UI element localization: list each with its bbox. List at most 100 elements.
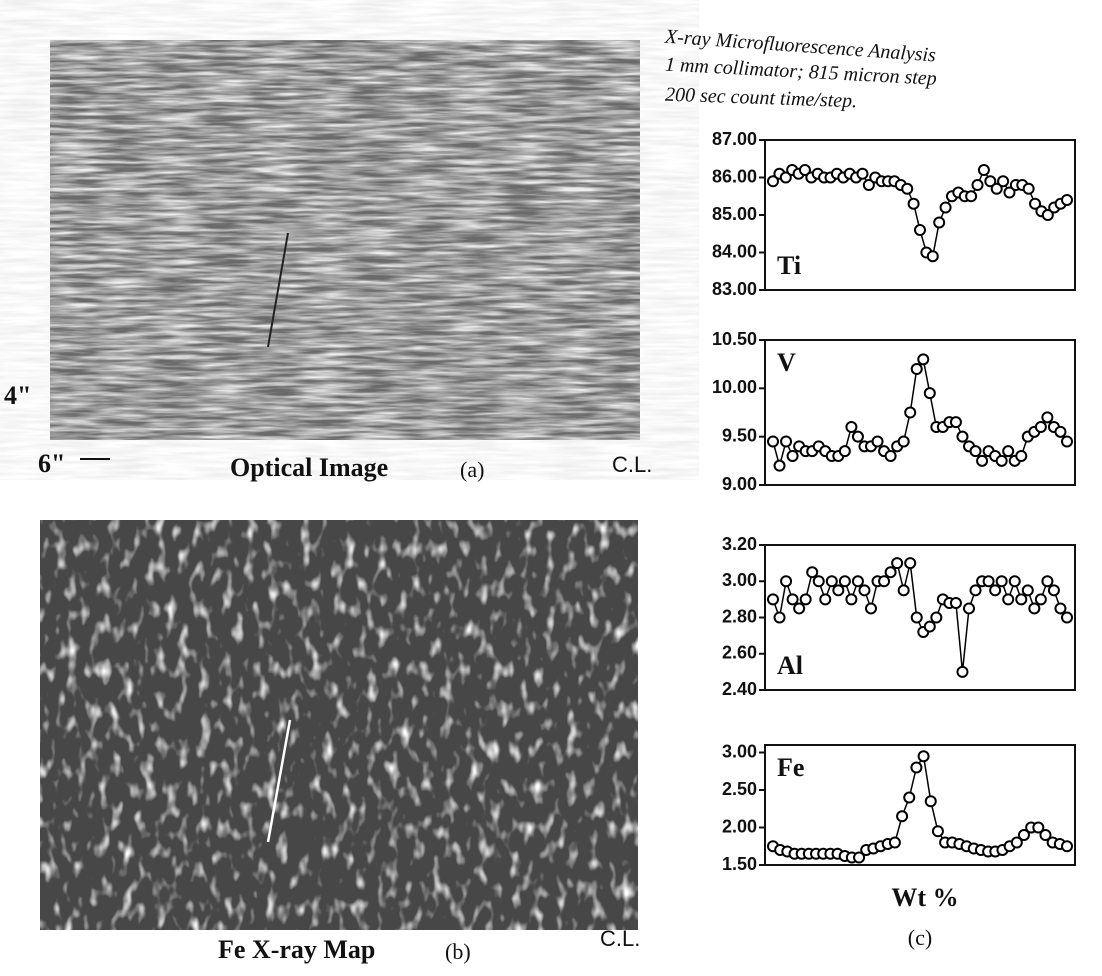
caption: Optical Image xyxy=(230,453,388,482)
element-label: Fe xyxy=(777,753,804,782)
y-tick-label: 3.00 xyxy=(722,741,757,761)
data-point xyxy=(951,417,961,427)
data-point xyxy=(768,437,778,447)
data-point xyxy=(768,594,778,604)
data-point xyxy=(1062,613,1072,623)
data-point xyxy=(971,585,981,595)
data-point xyxy=(1049,585,1059,595)
optical-image xyxy=(50,40,640,440)
data-point xyxy=(1010,576,1020,586)
caption-tag: (c) xyxy=(908,925,932,950)
data-point xyxy=(925,622,935,632)
data-point xyxy=(840,446,850,456)
data-point xyxy=(1036,422,1046,432)
data-point xyxy=(933,826,943,836)
data-point xyxy=(979,165,989,175)
y-tick-label: 86.00 xyxy=(712,166,757,186)
y-tick-label: 2.00 xyxy=(722,816,757,836)
data-point xyxy=(904,793,914,803)
data-point xyxy=(919,751,929,761)
y-tick-label: 9.50 xyxy=(722,425,757,445)
data-point xyxy=(827,576,837,586)
y-tick-label: 2.80 xyxy=(722,606,757,626)
data-point xyxy=(814,576,824,586)
data-point xyxy=(775,461,785,471)
data-point xyxy=(899,437,909,447)
data-point xyxy=(873,437,883,447)
data-point xyxy=(941,203,951,213)
cl-label: C.L. xyxy=(600,926,640,951)
data-point xyxy=(1042,412,1052,422)
data-point xyxy=(934,218,944,228)
caption-tag: (a) xyxy=(460,457,484,482)
data-point xyxy=(846,594,856,604)
data-point xyxy=(905,558,915,568)
data-point xyxy=(1016,594,1026,604)
data-point xyxy=(1062,841,1072,851)
x-axis-label: Wt % xyxy=(891,883,958,912)
data-point xyxy=(911,763,921,773)
data-point xyxy=(788,451,798,461)
caption-tag: (b) xyxy=(445,939,471,964)
data-point xyxy=(775,613,785,623)
data-point xyxy=(990,585,1000,595)
element-label: V xyxy=(777,348,796,377)
figure: X-ray Microfluorescence Analysis 1 mm co… xyxy=(0,0,1102,976)
data-point xyxy=(892,558,902,568)
data-point xyxy=(905,408,915,418)
data-point xyxy=(853,576,863,586)
data-point xyxy=(957,667,967,677)
data-point xyxy=(879,576,889,586)
data-point xyxy=(1055,427,1065,437)
data-point xyxy=(912,364,922,374)
data-point xyxy=(925,388,935,398)
data-point xyxy=(1003,594,1013,604)
data-point xyxy=(886,567,896,577)
data-point xyxy=(1029,603,1039,613)
data-point xyxy=(833,585,843,595)
cl-label: C.L. xyxy=(612,452,652,477)
data-point xyxy=(902,184,912,194)
data-point xyxy=(846,422,856,432)
plot-frame xyxy=(765,140,1075,290)
data-point xyxy=(957,432,967,442)
data-point xyxy=(801,594,811,604)
data-point xyxy=(1023,585,1033,595)
data-point xyxy=(977,456,987,466)
data-point xyxy=(926,796,936,806)
data-point xyxy=(899,585,909,595)
data-point xyxy=(998,176,1008,186)
data-point xyxy=(1024,184,1034,194)
header: X-ray Microfluorescence Analysis 1 mm co… xyxy=(663,26,937,113)
data-point xyxy=(971,446,981,456)
data-point xyxy=(788,594,798,604)
bottom-label: 6" xyxy=(38,449,65,478)
data-point xyxy=(781,576,791,586)
data-point xyxy=(1055,603,1065,613)
data-point xyxy=(820,594,830,604)
y-tick-label: 3.20 xyxy=(722,534,757,554)
data-point xyxy=(909,199,919,209)
data-point xyxy=(1042,576,1052,586)
data-point xyxy=(928,251,938,261)
data-point xyxy=(951,598,961,608)
y-tick-label: 2.50 xyxy=(722,779,757,799)
y-tick-label: 2.40 xyxy=(722,679,757,699)
y-tick-label: 3.00 xyxy=(722,570,757,590)
y-tick-label: 84.00 xyxy=(712,241,757,261)
y-tick-label: 10.00 xyxy=(712,377,757,397)
data-point xyxy=(973,180,983,190)
data-point xyxy=(966,191,976,201)
data-point xyxy=(931,613,941,623)
data-point xyxy=(918,354,928,364)
y-tick-label: 87.00 xyxy=(712,129,757,149)
data-point xyxy=(890,838,900,848)
y-tick-label: 10.50 xyxy=(712,329,757,349)
data-point xyxy=(781,437,791,447)
fe-map-image xyxy=(40,520,638,930)
data-point xyxy=(866,603,876,613)
data-point xyxy=(997,456,1007,466)
element-label: Al xyxy=(777,651,803,680)
data-point xyxy=(1016,451,1026,461)
data-point xyxy=(984,576,994,586)
